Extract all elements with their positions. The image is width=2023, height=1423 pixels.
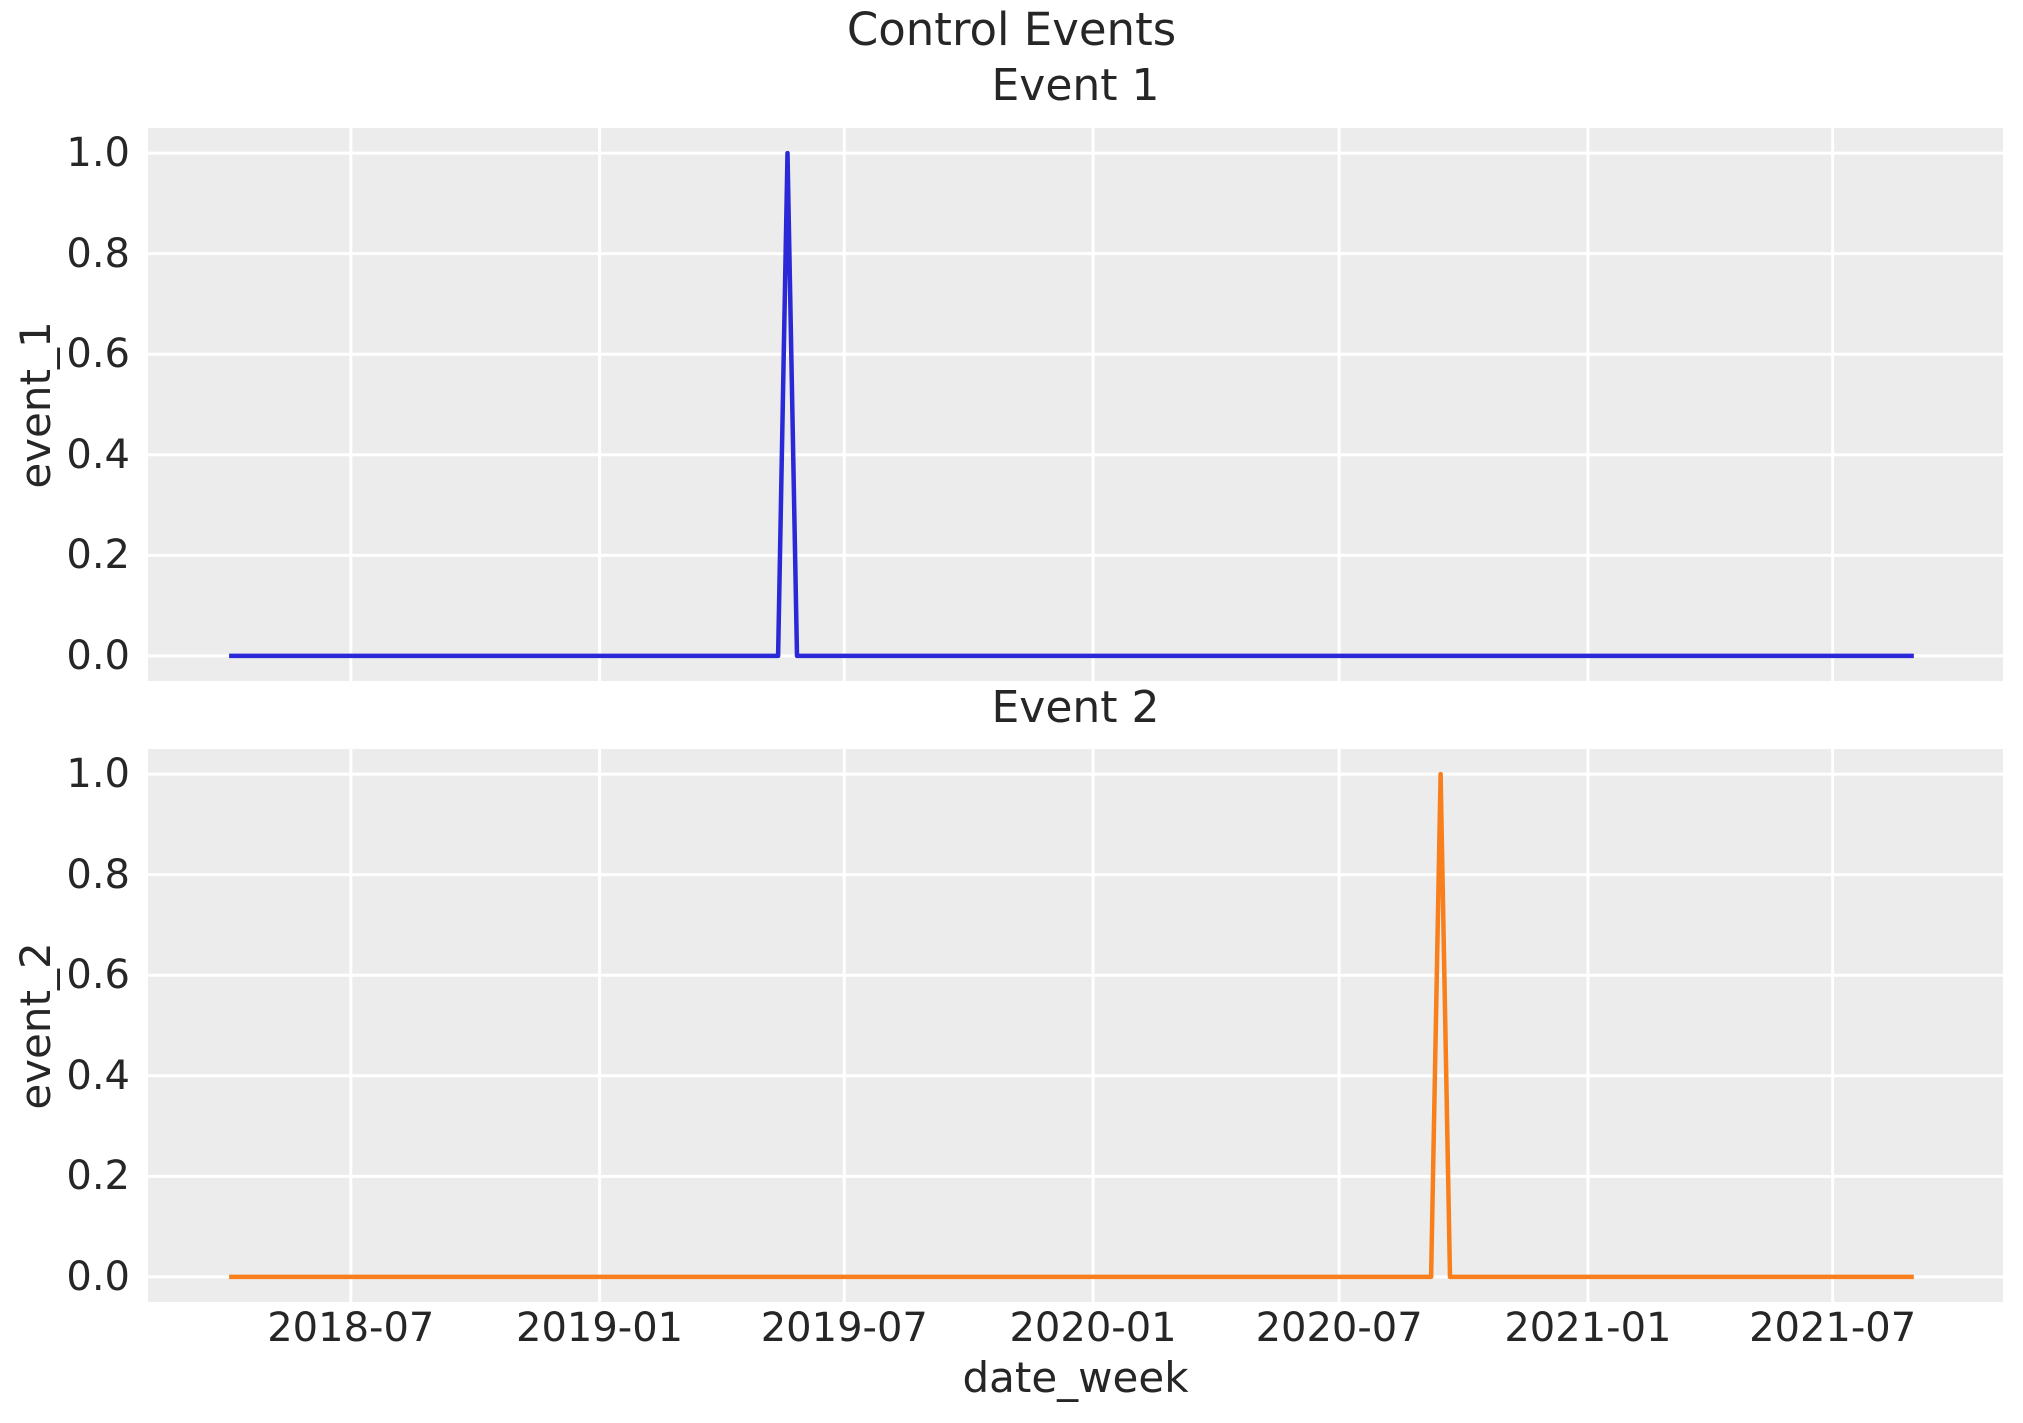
y-axis-label-event-2: event_2	[11, 942, 60, 1110]
x-tick-label: 2020-01	[1009, 1305, 1177, 1351]
y-tick-label: 0.6	[66, 331, 130, 378]
event_1-series-line	[229, 150, 1914, 659]
subplot-title-event-2: Event 2	[991, 682, 1160, 733]
y-tick-label: 0.2	[66, 532, 130, 579]
x-axis-label: date_week	[962, 1353, 1189, 1402]
y-tick-label: 0.4	[66, 431, 130, 478]
x-tick-label: 2018-07	[267, 1305, 435, 1351]
x-tick-labels: 2018-07 2019-01 2019-07 2020-01 2020-07 2021-…	[148, 1304, 2003, 1356]
y-tick-label: 0.0	[66, 1253, 130, 1300]
x-tick-label: 2021-07	[1749, 1305, 1917, 1351]
y-tick-labels-event-1: 0.0 0.2 0.4 0.6 0.8 1.0	[0, 128, 138, 681]
figure-suptitle: Control Events	[846, 3, 1177, 56]
axes-event-2	[148, 749, 2003, 1302]
y-tick-label: 1.0	[66, 130, 130, 177]
y-tick-labels-event-2: 0.0 0.2 0.4 0.6 0.8 1.0	[0, 749, 138, 1302]
y-tick-label: 0.2	[66, 1153, 130, 1200]
y-tick-label: 0.6	[66, 952, 130, 999]
x-tick-label: 2019-01	[516, 1305, 684, 1351]
y-tick-label: 0.0	[66, 632, 130, 679]
subplot-title-event-1: Event 1	[991, 60, 1160, 111]
x-tick-label: 2021-01	[1504, 1305, 1672, 1351]
axes-event-1	[148, 128, 2003, 681]
x-tick-label: 2019-07	[760, 1305, 928, 1351]
event_2-series-line	[229, 771, 1914, 1280]
y-tick-label: 0.8	[66, 851, 130, 898]
y-tick-label: 0.4	[66, 1052, 130, 1099]
y-tick-label: 1.0	[66, 751, 130, 798]
x-tick-label: 2020-07	[1255, 1305, 1423, 1351]
plot-area-event_1	[148, 128, 2003, 681]
y-axis-label-event-1: event_1	[11, 321, 60, 489]
plot-area-event_2	[148, 749, 2003, 1302]
y-tick-label: 0.8	[66, 230, 130, 277]
